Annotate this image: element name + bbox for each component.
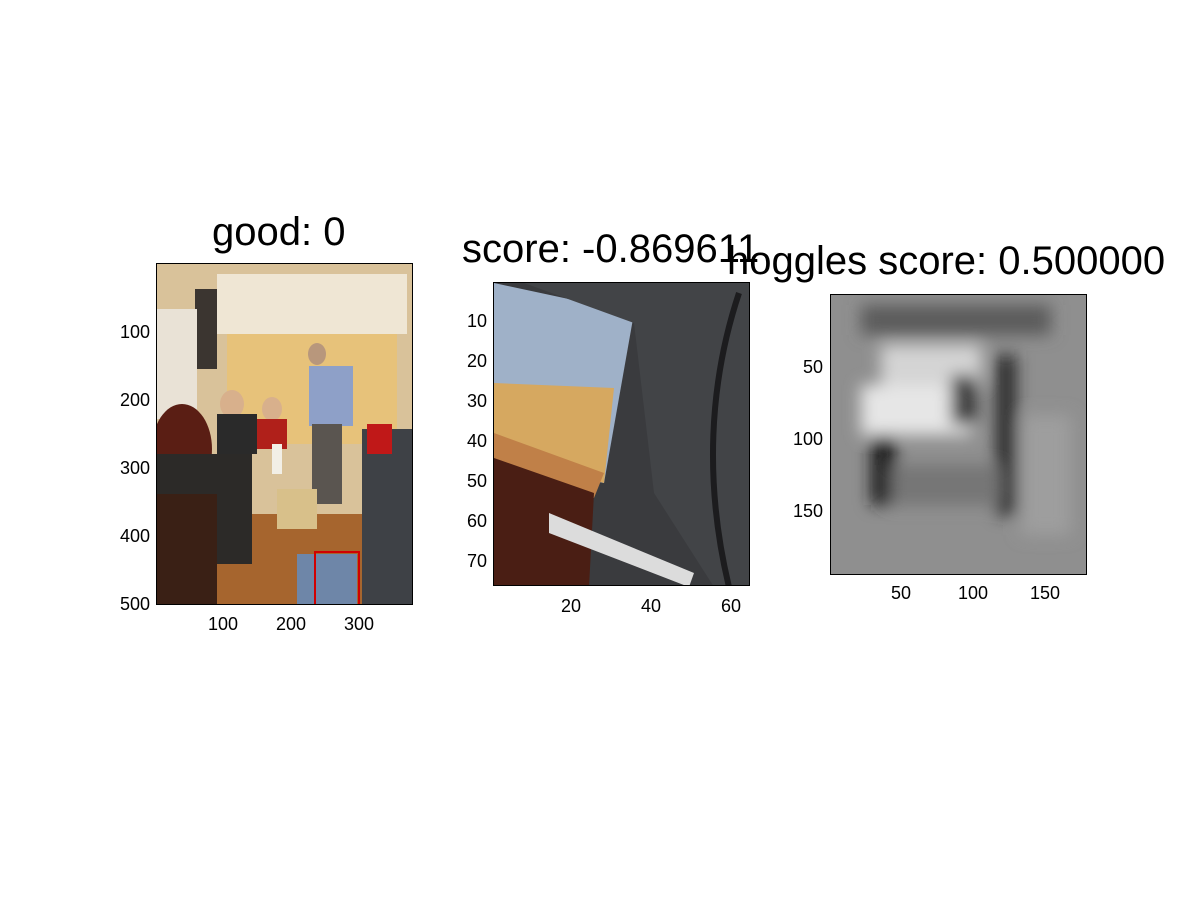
hoggles-xtick: 100 (957, 583, 989, 603)
photo-ytick: 400 (119, 526, 150, 546)
hoggles-ytick: 50 (802, 357, 823, 377)
hoggles-image (830, 294, 1087, 575)
crop-ytick: 70 (466, 551, 487, 571)
photo-ytick: 500 (119, 594, 150, 614)
photo-xtick: 300 (343, 614, 375, 634)
crop-image (493, 282, 750, 586)
panel-crop-title: score: -0.869611 (462, 227, 760, 271)
hoggles-xtick: 50 (890, 583, 912, 603)
photo-xtick: 200 (275, 614, 307, 634)
crop-ytick: 30 (466, 391, 487, 411)
crop-ytick: 40 (466, 431, 487, 451)
hoggles-ytick: 100 (792, 429, 823, 449)
photo-ytick: 100 (119, 322, 150, 342)
hoggles-xtick: 150 (1029, 583, 1061, 603)
crop-ytick: 20 (466, 351, 487, 371)
crop-ytick: 50 (466, 471, 487, 491)
photo-xtick: 100 (207, 614, 239, 634)
crop-ytick: 60 (466, 511, 487, 531)
panel-photo-title: good: 0 (212, 210, 346, 254)
crop-xtick: 60 (720, 596, 742, 616)
crop-xtick: 40 (640, 596, 662, 616)
hoggles-ytick: 150 (792, 501, 823, 521)
photo-image (156, 263, 413, 605)
crop-ytick: 10 (466, 311, 487, 331)
panel-hoggles-title: hoggles score: 0.500000 (727, 239, 1166, 283)
crop-xtick: 20 (560, 596, 582, 616)
photo-ytick: 200 (119, 390, 150, 410)
photo-ytick: 300 (119, 458, 150, 478)
